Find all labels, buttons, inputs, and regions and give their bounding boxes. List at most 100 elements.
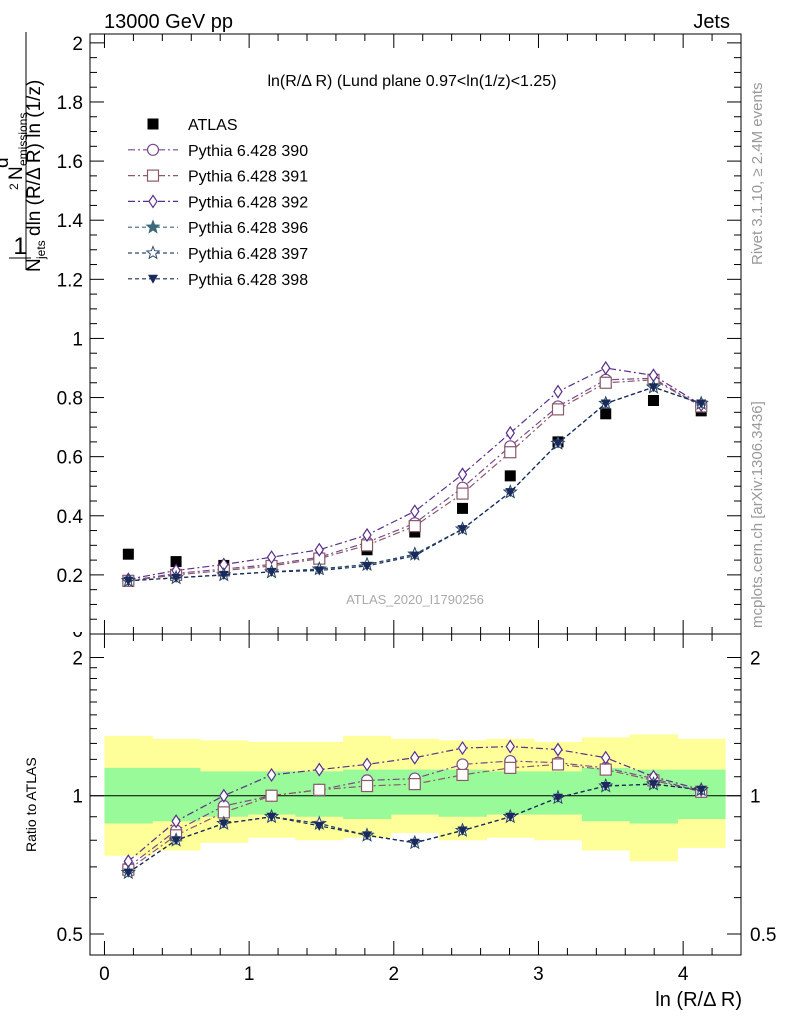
main-y-tick-label: 0.8 xyxy=(57,389,83,410)
main-series-0 xyxy=(122,395,707,572)
ratio-data-point xyxy=(265,789,278,802)
ratio-data-point xyxy=(360,779,374,793)
ratio-data-point xyxy=(123,868,134,878)
ratio-y-axis-label: Ratio to ATLAS xyxy=(23,757,39,852)
main-data-point xyxy=(601,360,611,376)
ratio-y-tick-label: 2 xyxy=(72,648,83,669)
main-y-tick-label: 0.2 xyxy=(57,566,83,587)
x-tick-label: 4 xyxy=(678,964,689,985)
ratio-data-point xyxy=(171,814,181,829)
legend-entry: Pythia 6.428 392 xyxy=(188,194,308,211)
main-series-6 xyxy=(123,383,707,586)
legend-entry: Pythia 6.428 397 xyxy=(188,246,308,263)
ratio-y-tick-label-right: 0.5 xyxy=(750,925,776,946)
svg-text:emissions: emissions xyxy=(16,113,30,166)
svg-text:1: 1 xyxy=(13,233,26,260)
svg-text:d: d xyxy=(0,157,13,168)
header-right: Jets xyxy=(693,11,730,33)
rivet-side-text: Rivet 3.1.10, ≥ 2.4M events xyxy=(749,83,766,266)
main-data-point xyxy=(552,439,563,449)
main-y-tick-label: 1.2 xyxy=(57,270,83,291)
main-data-point xyxy=(457,525,468,535)
svg-text:dln (R/Δ R) ln (1/z): dln (R/Δ R) ln (1/z) xyxy=(24,80,45,236)
main-data-point xyxy=(505,488,516,498)
ratio-y-tick-label-right: 2 xyxy=(750,648,761,669)
analysis-watermark: ATLAS_2020_I1790256 xyxy=(346,592,484,607)
svg-text:N: N xyxy=(6,166,27,180)
main-data-point xyxy=(314,542,325,557)
x-tick-label: 1 xyxy=(244,964,255,985)
ratio-data-point xyxy=(266,767,277,783)
main-data-point xyxy=(409,551,420,561)
main-y-tick-label: 1.6 xyxy=(57,152,83,173)
ratio-data-point xyxy=(409,838,420,848)
x-tick-label: 2 xyxy=(389,964,400,985)
main-data-point xyxy=(362,562,373,572)
main-y-tick-label: 1 xyxy=(72,329,83,350)
ratio-data-point xyxy=(505,739,515,754)
plot-title: ln(R/Δ R) (Lund plane 0.97<ln(1/z)<1.25) xyxy=(267,73,556,90)
ratio-data-point xyxy=(553,742,563,757)
legend: ATLAS Pythia 6.428 390 Pythia 6.428 391 Pyt… xyxy=(128,117,308,289)
axes-ticks: 012340.20.40.60.811.21.41.61.8200.50.511… xyxy=(57,34,777,985)
main-y-tick-label: 2 xyxy=(72,34,83,55)
legend-entry: Pythia 6.428 390 xyxy=(188,143,308,160)
svg-text:jets: jets xyxy=(34,240,48,260)
legend-marker xyxy=(148,274,158,284)
ratio-plot-frame xyxy=(89,633,742,956)
main-data-point xyxy=(457,502,469,514)
ratio-data-point xyxy=(648,780,659,790)
legend-entry: Pythia 6.428 396 xyxy=(188,220,308,237)
ratio-data-point xyxy=(171,836,182,846)
ratio-data-point xyxy=(601,750,611,765)
band-inner-bin xyxy=(486,771,535,815)
ratio-data-point xyxy=(362,831,373,841)
header-left: 13000 GeV pp xyxy=(104,11,233,33)
main-data-point xyxy=(696,399,707,409)
main-y-axis-label: 1 N jets dln (R/Δ R) ln (1/z) 2 N emissi… xyxy=(0,32,48,272)
ratio-data-point xyxy=(408,778,421,791)
main-y-tick-label: 1.4 xyxy=(57,211,84,232)
main-data-point xyxy=(504,470,516,482)
ratio-data-point xyxy=(410,750,420,765)
ratio-data-point xyxy=(456,768,469,782)
main-data-point xyxy=(410,504,420,519)
ratio-data-point xyxy=(218,819,229,829)
main-data-point xyxy=(648,383,659,393)
ratio-data-point xyxy=(457,826,468,836)
ratio-data-point xyxy=(504,761,517,774)
ratio-data-point xyxy=(313,783,326,796)
main-data-point xyxy=(171,573,182,583)
legend-marker xyxy=(145,219,161,234)
main-data-point xyxy=(123,576,134,586)
legend-entry: Pythia 6.428 391 xyxy=(188,169,308,186)
ratio-data-point xyxy=(266,812,277,822)
ratio-data-point xyxy=(456,758,469,771)
ratio-y-tick-label-right: 1 xyxy=(750,787,761,808)
main-data-point xyxy=(218,570,229,580)
mcplots-side-text: mcplots.cern.ch [arXiv:1306.3436] xyxy=(749,401,766,628)
main-data-point xyxy=(551,403,565,416)
legend-entry: ATLAS xyxy=(188,117,238,134)
main-data-point xyxy=(266,550,277,565)
main-y-tick-label: 0.6 xyxy=(57,448,83,469)
legend-marker xyxy=(146,169,160,182)
ratio-data-point xyxy=(552,793,563,803)
ratio-data-point xyxy=(600,782,611,792)
x-tick-label: 0 xyxy=(99,964,110,985)
main-y-tick-label: 1.8 xyxy=(57,93,83,114)
main-series-3 xyxy=(123,360,706,587)
legend-entry: Pythia 6.428 398 xyxy=(188,272,308,289)
main-data-point xyxy=(505,425,515,441)
x-axis-label: ln (R/Δ R) xyxy=(655,989,742,1011)
ratio-data-point xyxy=(362,757,372,772)
ratio-y-tick-label: 1 xyxy=(72,787,83,808)
ratio-data-point xyxy=(219,788,229,803)
main-data-point xyxy=(600,408,612,420)
legend-marker xyxy=(147,118,159,130)
main-data-point xyxy=(553,384,563,399)
main-data-point xyxy=(599,376,612,389)
ratio-data-point xyxy=(314,821,325,831)
main-y-tick-label: 0.4 xyxy=(57,507,84,528)
